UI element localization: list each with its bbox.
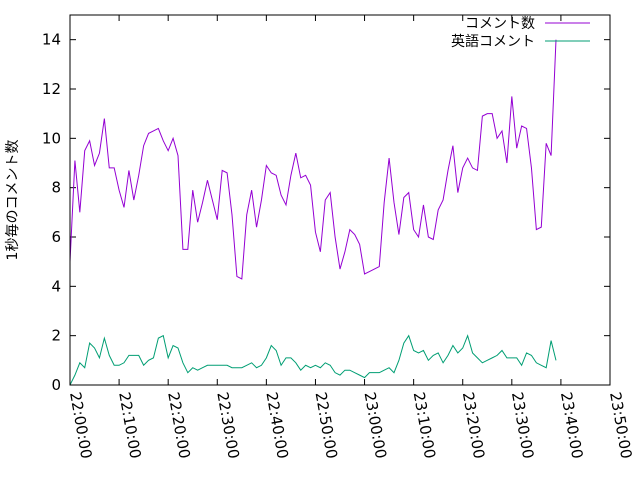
- x-tick-label: 23:40:00: [557, 391, 586, 460]
- plot-frame: [69, 14, 611, 386]
- x-tick-label: 23:00:00: [361, 391, 390, 460]
- y-tick-label: 2: [51, 327, 61, 345]
- legend-label: コメント数: [465, 16, 535, 32]
- y-tick-label: 0: [51, 376, 61, 394]
- x-axis-ticks: 22:00:00 22:10:00 22:20:00 22:30:00 22:40:00…: [66, 15, 635, 460]
- x-tick-label: 22:30:00: [213, 391, 242, 460]
- legend-label: 英語コメント: [451, 33, 535, 50]
- y-tick-label: 6: [51, 228, 61, 246]
- series-line-2: [69, 334, 557, 386]
- y-tick-label: 10: [42, 129, 61, 147]
- y-axis-title: 1秒毎のコメント数: [5, 140, 21, 261]
- x-tick-label: 22:50:00: [312, 391, 341, 460]
- y-tick-label: 4: [51, 277, 61, 295]
- x-tick-label: 22:40:00: [262, 391, 291, 460]
- x-tick-label: 22:00:00: [66, 391, 95, 460]
- x-tick-label: 23:20:00: [459, 391, 488, 460]
- x-tick-label: 22:10:00: [115, 391, 144, 460]
- y-tick-label: 14: [42, 31, 61, 49]
- series-line-1: [69, 39, 557, 280]
- y-tick-label: 12: [42, 80, 61, 98]
- y-axis-ticks: 0 2 4 6 8 10 12 14: [42, 31, 610, 394]
- x-tick-label: 23:50:00: [606, 391, 635, 460]
- y-tick-label: 8: [51, 179, 61, 197]
- series-lines: [69, 39, 557, 386]
- x-tick-label: 23:30:00: [508, 391, 537, 460]
- x-tick-label: 22:20:00: [164, 391, 193, 460]
- x-tick-label: 23:10:00: [410, 391, 439, 460]
